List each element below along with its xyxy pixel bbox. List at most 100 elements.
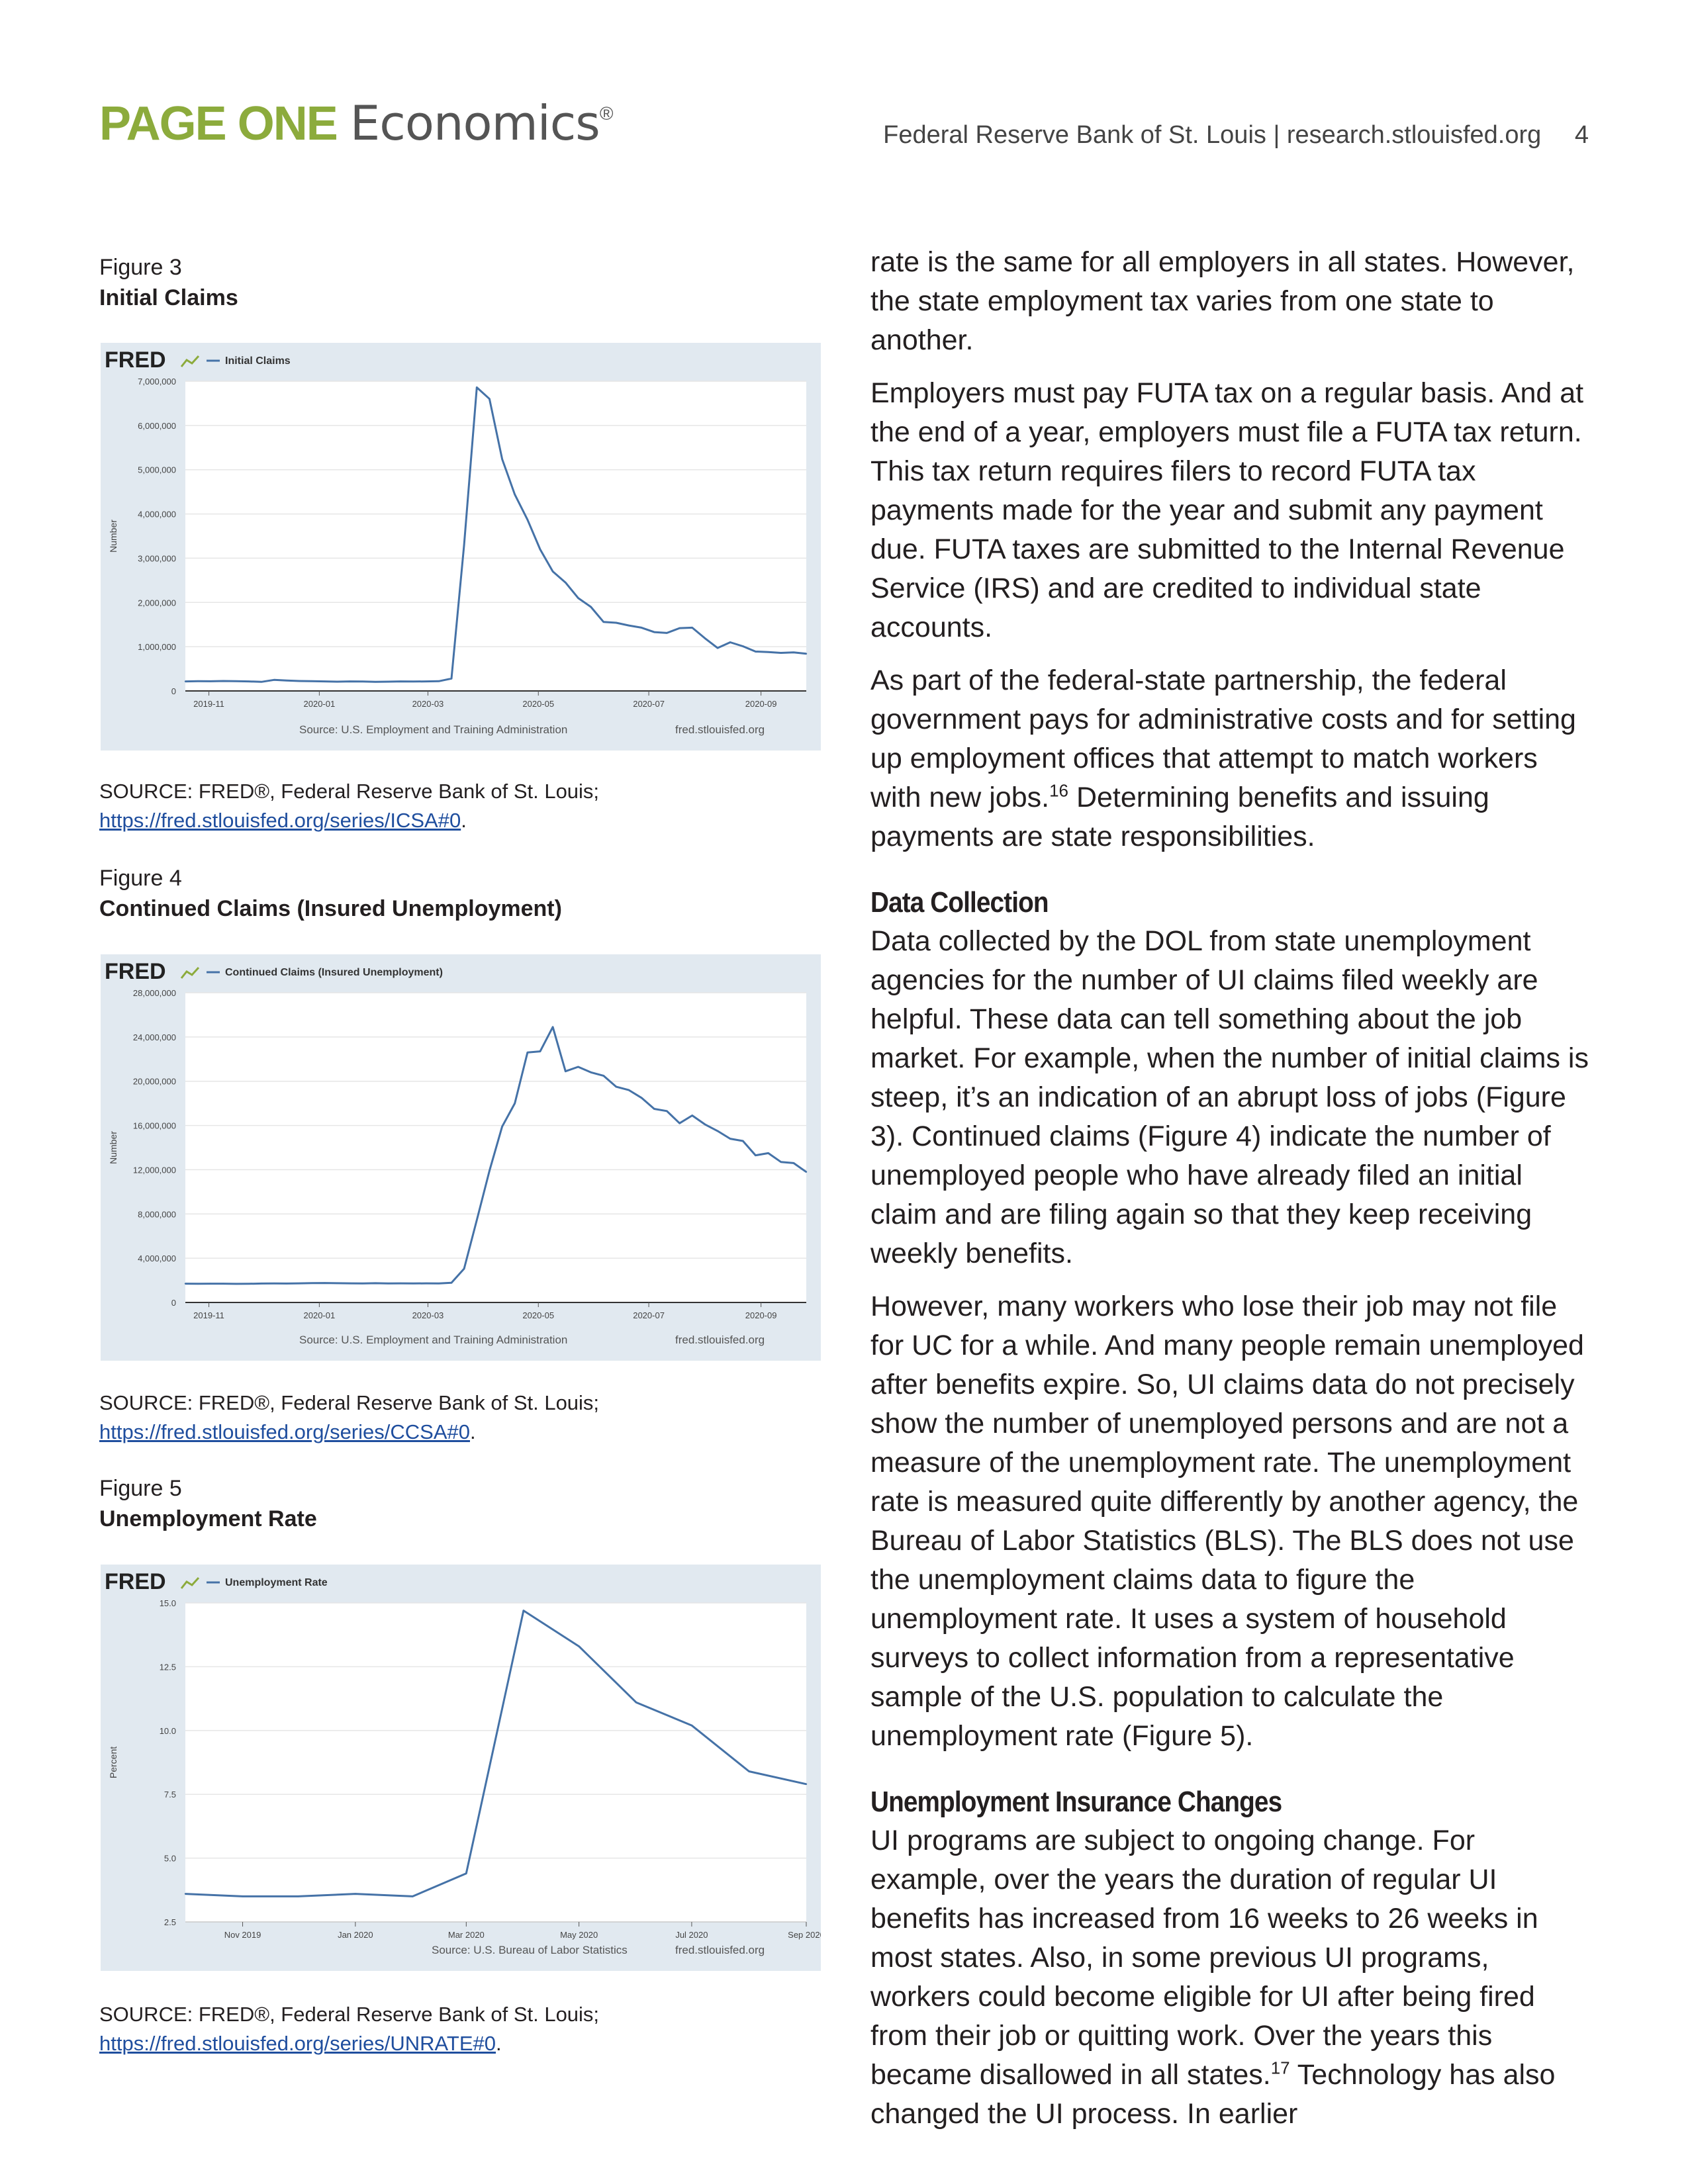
data-point [476, 387, 478, 388]
data-point [354, 1893, 356, 1895]
y-tick-label: 16,000,000 [133, 1121, 176, 1131]
data-point [748, 1770, 750, 1772]
x-tick-label: May 2020 [560, 1930, 598, 1940]
y-axis-label: Percent [108, 1747, 118, 1778]
data-point [539, 1050, 541, 1052]
data-point [628, 624, 630, 627]
chart-source-line: Source: U.S. Bureau of Labor Statistics [432, 1944, 628, 1956]
data-point [679, 1122, 680, 1124]
data-point [210, 680, 212, 682]
data-point [412, 1895, 414, 1897]
x-tick-label: 2020-07 [633, 699, 665, 709]
data-point [767, 1152, 769, 1154]
chart-site: fred.stlouisfed.org [675, 1334, 765, 1346]
data-point [729, 1138, 731, 1140]
chart-source-line: Source: U.S. Employment and Training Adm… [299, 1334, 567, 1346]
data-point [311, 1282, 313, 1284]
data-point [767, 651, 769, 653]
chart-site: fred.stlouisfed.org [675, 723, 765, 736]
legend-label: Unemployment Rate [225, 1577, 328, 1588]
y-axis-label: Number [108, 1131, 118, 1164]
data-point [361, 680, 364, 682]
data-point [324, 1282, 326, 1284]
y-tick-label: 7,000,000 [138, 377, 176, 387]
data-point [349, 1282, 352, 1285]
data-point [361, 1283, 364, 1285]
data-point [716, 647, 719, 649]
source-link[interactable]: https://fred.stlouisfed.org/series/ICSA#… [99, 809, 461, 832]
figure-4-source: SOURCE: FRED®, Federal Reserve Bank of S… [99, 1388, 822, 1447]
x-tick-label: Jan 2020 [338, 1930, 373, 1940]
y-tick-label: 28,000,000 [133, 988, 176, 998]
y-tick-label: 20,000,000 [133, 1077, 176, 1087]
data-point [640, 1097, 643, 1099]
figure-4-caption: Figure 4 Continued Claims (Insured Unemp… [99, 863, 822, 924]
x-tick-label: 2020-05 [522, 1310, 554, 1320]
y-tick-label: 10.0 [160, 1726, 176, 1736]
series-line [185, 1026, 807, 1285]
figure-label: Figure 5 [99, 1476, 182, 1501]
data-point [691, 627, 693, 629]
data-point [349, 680, 352, 682]
data-point [336, 680, 338, 683]
fred-logo-icon [180, 1576, 200, 1589]
running-header: Federal Reserve Bank of St. Louis | rese… [883, 121, 1589, 150]
data-point [539, 548, 541, 551]
footnote-ref[interactable]: 17 [1270, 2058, 1290, 2078]
y-tick-label: 12.5 [160, 1662, 176, 1672]
paragraph: As part of the federal-state partnership… [870, 661, 1592, 856]
y-tick-label: 2.5 [164, 1917, 176, 1927]
y-tick-label: 2,000,000 [138, 598, 176, 608]
y-tick-label: 5.0 [164, 1854, 176, 1864]
data-point [299, 1282, 301, 1285]
data-point [235, 680, 237, 682]
fred-logo-icon [180, 966, 200, 979]
figure-label: Figure 4 [99, 866, 182, 891]
legend-label: Continued Claims (Insured Unemployment) [225, 967, 443, 978]
fred-logo-icon [180, 1576, 200, 1589]
y-tick-label: 15.0 [160, 1598, 176, 1608]
data-point [565, 582, 567, 584]
data-point [635, 1702, 637, 1704]
chart-site: fred.stlouisfed.org [675, 1944, 765, 1956]
data-point [184, 1283, 187, 1285]
data-point [551, 1026, 554, 1028]
figure-5-chart: FRED Unemployment Rate 2.5 5.0 7.5 10.0 12.5 15… [101, 1565, 821, 1971]
section-heading: Unemployment Insurance Changes [870, 1786, 1282, 1818]
data-point [640, 627, 643, 629]
paragraph: However, many workers who lose their job… [870, 1291, 1584, 1752]
y-tick-label: 8,000,000 [138, 1209, 176, 1219]
x-tick-label: 2019-11 [193, 699, 224, 709]
data-point [780, 1161, 782, 1163]
data-point [742, 1140, 744, 1142]
x-tick-label: 2020-03 [412, 1310, 444, 1320]
data-point [792, 1162, 795, 1164]
source-link[interactable]: https://fred.stlouisfed.org/series/UNRAT… [99, 2032, 496, 2055]
x-tick-label: Mar 2020 [448, 1930, 485, 1940]
data-point [666, 632, 668, 634]
footnote-ref[interactable]: 16 [1049, 780, 1068, 801]
data-point [463, 544, 465, 546]
data-point [336, 1282, 338, 1285]
data-point [501, 458, 503, 460]
x-tick-label: 2020-09 [745, 699, 777, 709]
fred-logo-icon [180, 355, 200, 367]
figure-label: Figure 3 [99, 255, 182, 280]
data-point [653, 631, 655, 633]
data-point [577, 1066, 579, 1068]
data-point [742, 645, 744, 647]
data-point [438, 1283, 440, 1285]
data-point [412, 1283, 414, 1285]
registered-mark: ® [599, 103, 614, 124]
data-point [450, 678, 453, 680]
y-tick-label: 4,000,000 [138, 510, 176, 520]
data-point [184, 680, 187, 682]
data-point [285, 1283, 288, 1285]
source-link[interactable]: https://fred.stlouisfed.org/series/CCSA#… [99, 1420, 470, 1443]
paragraph-text: Technology has also changed the UI proce… [870, 2059, 1556, 2130]
fred-logo-icon [180, 355, 200, 367]
plot-area [185, 1603, 806, 1922]
fred-logo: FRED [105, 347, 166, 373]
data-point [400, 1282, 402, 1285]
fred-logo-icon [180, 966, 200, 979]
